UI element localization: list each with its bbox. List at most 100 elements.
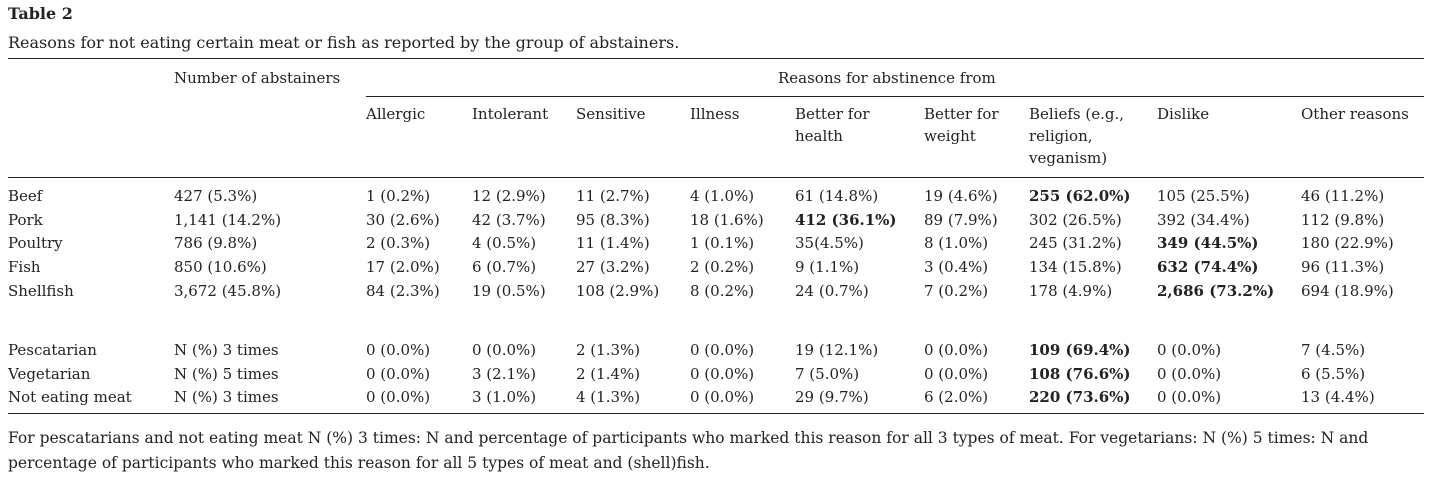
- diet-row-1-cell-4: 7 (5.0%): [795, 364, 860, 383]
- food-row-2-abstainers: 786 (9.8%): [174, 234, 258, 253]
- diet-row-1-cell-0: 0 (0.0%): [366, 364, 431, 383]
- header-reason-6: Beliefs (e.g., religion, veganism): [1029, 105, 1125, 167]
- header-number-of-abstainers: Number of abstainers: [174, 69, 341, 87]
- diet-row-0-cell-7: 0 (0.0%): [1157, 341, 1222, 359]
- food-row-3-cell-4: 9 (1.1%): [795, 258, 860, 277]
- header-reasons-group: Reasons for abstinence from: [778, 69, 996, 87]
- header-reason-1: Intolerant: [472, 105, 549, 123]
- food-row-1-cell-0: 30 (2.6%): [366, 210, 440, 229]
- food-row-4-cell-5: 7 (0.2%): [924, 281, 989, 300]
- food-row-3-cell-1: 6 (0.7%): [472, 258, 537, 277]
- diet-row-0-abstainers: N (%) 3 times: [174, 341, 279, 359]
- diet-row-0-cell-6: 109 (69.4%): [1029, 341, 1131, 359]
- food-row-3-cell-0: 17 (2.0%): [366, 258, 440, 277]
- bottom-rule: [8, 413, 1424, 414]
- food-row-2-cell-1: 4 (0.5%): [472, 234, 537, 253]
- food-row-0-cell-1: 12 (2.9%): [472, 187, 546, 205]
- diet-row-2-cell-2: 4 (1.3%): [576, 388, 641, 406]
- food-row-2-cell-4: 35(4.5%): [795, 234, 864, 253]
- food-row-3-label: Fish: [8, 258, 41, 277]
- food-row-4-cell-2: 108 (2.9%): [576, 281, 660, 300]
- food-row-0-abstainers: 427 (5.3%): [174, 187, 258, 205]
- diet-row-1-cell-6: 108 (76.6%): [1029, 364, 1131, 383]
- header-reason-2: Sensitive: [576, 105, 646, 123]
- food-row-4-cell-4: 24 (0.7%): [795, 281, 869, 300]
- food-row-1-cell-6: 302 (26.5%): [1029, 210, 1122, 229]
- food-row-3-cell-7: 632 (74.4%): [1157, 258, 1259, 277]
- diet-row-0-cell-8: 7 (4.5%): [1301, 341, 1366, 359]
- diet-row-0-label: Pescatarian: [8, 341, 97, 359]
- food-row-4-label: Shellfish: [8, 281, 74, 300]
- diet-row-1-cell-8: 6 (5.5%): [1301, 364, 1366, 383]
- food-row-3-cell-6: 134 (15.8%): [1029, 258, 1122, 277]
- header-reason-3: Illness: [690, 105, 740, 123]
- food-row-0-label: Beef: [8, 187, 43, 205]
- food-row-2-cell-6: 245 (31.2%): [1029, 234, 1122, 253]
- food-row-1-cell-1: 42 (3.7%): [472, 210, 546, 229]
- food-row-0-cell-2: 11 (2.7%): [576, 187, 650, 205]
- food-row-3-cell-5: 3 (0.4%): [924, 258, 989, 277]
- diet-row-1-cell-7: 0 (0.0%): [1157, 364, 1222, 383]
- food-row-2-cell-7: 349 (44.5%): [1157, 234, 1259, 253]
- group-subrule: [366, 96, 1424, 97]
- food-row-2-cell-3: 1 (0.1%): [690, 234, 755, 253]
- diet-row-2-cell-5: 6 (2.0%): [924, 388, 989, 406]
- food-row-1-cell-3: 18 (1.6%): [690, 210, 764, 229]
- diet-row-2-cell-8: 13 (4.4%): [1301, 388, 1375, 406]
- food-row-0-cell-8: 46 (11.2%): [1301, 187, 1385, 205]
- header-reason-8: Other reasons: [1301, 105, 1409, 123]
- header-reason-5: Better for weight: [924, 105, 999, 145]
- food-row-3-cell-2: 27 (3.2%): [576, 258, 650, 277]
- food-row-1-cell-7: 392 (34.4%): [1157, 210, 1250, 229]
- food-row-1-cell-8: 112 (9.8%): [1301, 210, 1385, 229]
- diet-row-1-cell-2: 2 (1.4%): [576, 364, 641, 383]
- diet-row-2-cell-1: 3 (1.0%): [472, 388, 537, 406]
- diet-row-1-label: Vegetarian: [8, 364, 91, 383]
- food-row-1-cell-5: 89 (7.9%): [924, 210, 998, 229]
- food-row-2-cell-8: 180 (22.9%): [1301, 234, 1394, 253]
- food-row-4-abstainers: 3,672 (45.8%): [174, 281, 282, 300]
- food-row-4-cell-0: 84 (2.3%): [366, 281, 440, 300]
- food-row-0-cell-5: 19 (4.6%): [924, 187, 998, 205]
- food-row-1-cell-4: 412 (36.1%): [795, 210, 897, 229]
- diet-row-0-cell-0: 0 (0.0%): [366, 341, 431, 359]
- diet-row-0-cell-1: 0 (0.0%): [472, 341, 537, 359]
- header-bottom-rule: [8, 177, 1424, 178]
- food-row-3-cell-8: 96 (11.3%): [1301, 258, 1385, 277]
- food-row-0-cell-0: 1 (0.2%): [366, 187, 431, 205]
- food-row-2-cell-0: 2 (0.3%): [366, 234, 431, 253]
- food-row-1-label: Pork: [8, 210, 43, 229]
- diet-row-2-cell-4: 29 (9.7%): [795, 388, 869, 406]
- table-title: Table 2: [8, 4, 73, 23]
- food-row-4-cell-6: 178 (4.9%): [1029, 281, 1113, 300]
- diet-row-2-label: Not eating meat: [8, 388, 132, 406]
- diet-row-1-cell-1: 3 (2.1%): [472, 364, 537, 383]
- food-row-0-cell-4: 61 (14.8%): [795, 187, 879, 205]
- food-row-1-cell-2: 95 (8.3%): [576, 210, 650, 229]
- food-row-3-abstainers: 850 (10.6%): [174, 258, 267, 277]
- food-row-0-cell-6: 255 (62.0%): [1029, 187, 1131, 205]
- diet-row-2-cell-6: 220 (73.6%): [1029, 388, 1131, 406]
- table-footnote: For pescatarians and not eating meat N (…: [8, 429, 1369, 472]
- food-row-3-cell-3: 2 (0.2%): [690, 258, 755, 277]
- table-caption: Reasons for not eating certain meat or f…: [8, 33, 680, 52]
- food-row-1-abstainers: 1,141 (14.2%): [174, 210, 282, 229]
- diet-row-1-cell-3: 0 (0.0%): [690, 364, 755, 383]
- diet-row-0-cell-2: 2 (1.3%): [576, 341, 641, 359]
- food-row-4-cell-3: 8 (0.2%): [690, 281, 755, 300]
- diet-row-0-cell-3: 0 (0.0%): [690, 341, 755, 359]
- diet-row-0-cell-5: 0 (0.0%): [924, 341, 989, 359]
- top-rule: [8, 58, 1424, 59]
- diet-row-2-cell-7: 0 (0.0%): [1157, 388, 1222, 406]
- food-row-2-cell-2: 11 (1.4%): [576, 234, 650, 253]
- header-reason-4: Better for health: [795, 105, 870, 145]
- header-reason-0: Allergic: [366, 105, 426, 123]
- diet-row-2-cell-3: 0 (0.0%): [690, 388, 755, 406]
- food-row-4-cell-7: 2,686 (73.2%): [1157, 281, 1275, 300]
- food-row-0-cell-7: 105 (25.5%): [1157, 187, 1250, 205]
- food-row-0-cell-3: 4 (1.0%): [690, 187, 755, 205]
- food-row-4-cell-8: 694 (18.9%): [1301, 281, 1394, 300]
- diet-row-0-cell-4: 19 (12.1%): [795, 341, 879, 359]
- food-row-4-cell-1: 19 (0.5%): [472, 281, 546, 300]
- diet-row-1-abstainers: N (%) 5 times: [174, 364, 279, 383]
